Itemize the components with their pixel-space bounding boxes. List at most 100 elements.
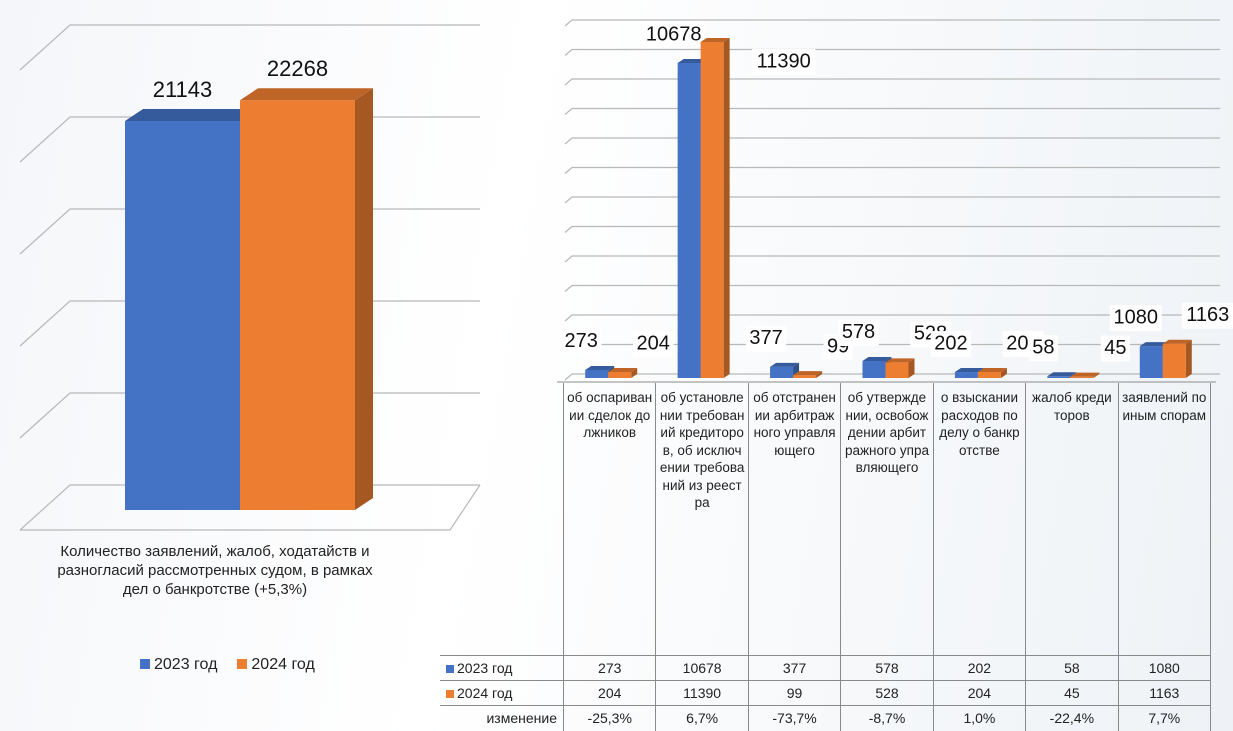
table-cell: 204 [932,680,1026,705]
bar [240,100,355,510]
data-label: 10678 [646,23,702,45]
bar-top [862,356,892,361]
legend-key [446,690,454,698]
category-label: об утверждении, освобождении арбитражног… [840,383,932,655]
bar [1139,346,1163,378]
grid-line [564,196,1220,204]
table-row-header: 2023 год [440,655,563,680]
grid-line [564,137,1220,145]
data-label-box [560,328,602,355]
data-label-box [1181,302,1233,329]
grid-line [19,24,480,71]
data-label: 58 [1032,337,1054,359]
bar-top [1070,372,1100,377]
data-label-box [751,49,816,75]
bar [793,375,817,378]
floor-edge [20,484,481,531]
grid-line [564,48,1220,56]
table-cell: 7,7% [1117,705,1210,731]
grid-line [564,166,1220,174]
table-cell: 528 [840,680,933,705]
grid-line [564,284,1220,292]
bar [954,372,978,378]
table-cell: 6,7% [655,705,748,731]
data-label: 1080 [1114,306,1159,328]
bar [885,362,909,378]
data-label-box [1100,335,1130,362]
table-row-header: изменение [440,705,563,731]
data-label: 45 [1104,337,1126,359]
data-label-box [641,21,706,48]
table-cell: 1163 [1117,680,1210,705]
bar [608,371,632,378]
data-label-box [930,331,972,358]
table-cell: 11390 [655,680,748,705]
data-label: 578 [842,321,875,343]
category-label: Количество заявлений, жалоб, ходатайств … [57,543,373,598]
legend-key [140,659,150,669]
bar [862,360,886,378]
bar-side [631,367,638,378]
category-label: об оспаривании сделок должников [563,383,655,655]
bar [700,41,724,379]
bar-top [585,365,615,370]
bar-side [1185,339,1192,378]
table-cell: -8,7% [840,705,933,731]
table-cell: -73,7% [747,705,841,731]
grid-line [564,78,1220,86]
table-cell: 202 [932,655,1026,680]
legend-label: 2023 год [154,656,218,673]
bar-top [954,368,984,373]
category-label: о взыскании расходов по делу о банкротст… [932,383,1025,655]
bar-side [355,88,373,510]
grid-line [564,19,1220,27]
data-label-box [1109,305,1162,332]
legend-key [446,665,454,673]
table-right-border [1210,383,1211,731]
category-label: жалоб кредиторов [1025,383,1117,655]
bar-top [977,367,1007,372]
bar-top [1162,339,1192,344]
bar-top [125,108,258,121]
data-label-box [632,330,674,357]
table-cell: 1,0% [932,705,1026,731]
table-cell: 273 [563,655,656,680]
legend-label: 2023 год [457,660,513,676]
table-cell: 578 [840,655,933,680]
data-label: 1163 [1186,304,1229,326]
bar [1047,376,1071,378]
table-cell: 58 [1025,655,1118,680]
category-label: заявлений по иным спорам [1117,383,1210,655]
bar-top [793,371,823,376]
data-label: 11390 [757,50,811,72]
legend-item: 2024 год [237,656,315,674]
bar-top [770,362,800,367]
table-cell: 377 [747,655,841,680]
bar-top [885,358,915,363]
data-label: 22268 [267,56,328,81]
table-cell: -25,3% [563,705,656,731]
bar-top [240,88,373,101]
bar-side [816,371,823,378]
category-label: об отстранении арбитражного управляющего [747,383,840,655]
bar [677,62,701,379]
data-label: 273 [565,330,598,352]
data-label: 202 [934,332,967,354]
legend-item: 2023 год [140,656,217,674]
legend-key [237,659,248,669]
data-label: 21143 [153,77,213,102]
bar [977,371,1001,378]
bar-top [608,367,638,372]
table-cell: -22,4% [1025,705,1118,731]
bar-side [1093,372,1100,378]
data-label: 204 [637,332,670,354]
table-cell: 99 [747,680,841,705]
table-cell: 45 [1025,680,1118,705]
legend: 2023 год 2024 год [140,656,315,674]
grid-line [564,314,1220,322]
legend-label: 2024 год [251,656,315,673]
bar-top [677,58,707,63]
grid-line [564,107,1220,115]
bar-side [908,358,915,378]
